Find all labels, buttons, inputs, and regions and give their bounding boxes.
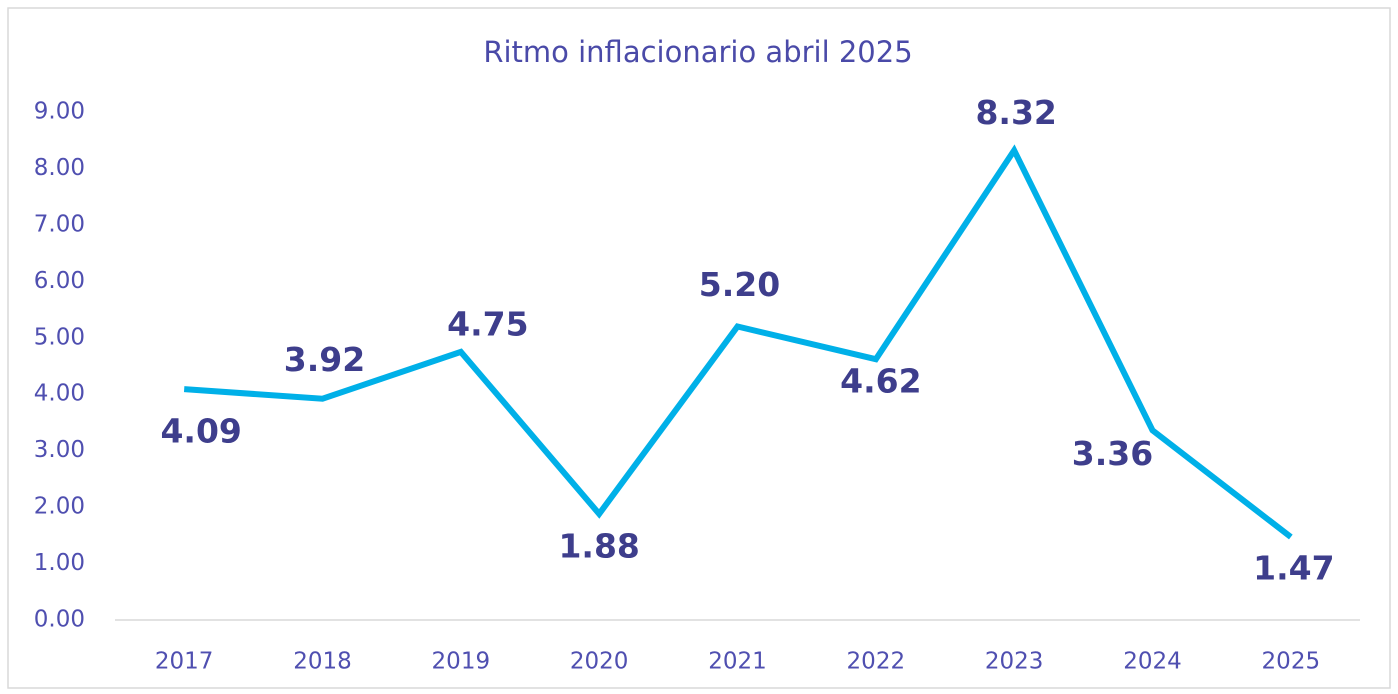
y-tick-label: 5.00 (34, 324, 85, 350)
line-series (183, 144, 1293, 540)
x-tick-label: 2017 (155, 649, 214, 675)
y-tick-label: 1.00 (34, 550, 85, 576)
y-tick-label: 3.00 (34, 437, 85, 463)
data-label: 1.88 (558, 526, 639, 565)
x-tick-label: 2020 (570, 649, 629, 675)
data-label: 8.32 (975, 93, 1056, 132)
data-label: 1.47 (1253, 549, 1334, 588)
y-tick-label: 7.00 (34, 211, 85, 237)
x-tick-label: 2018 (293, 649, 352, 675)
data-label: 5.20 (699, 265, 780, 304)
data-label: 3.92 (284, 340, 365, 379)
chart-title: Ritmo inflacionario abril 2025 (483, 35, 912, 69)
y-tick-label: 8.00 (34, 155, 85, 181)
y-tick-label: 9.00 (34, 99, 85, 125)
y-tick-label: 6.00 (34, 268, 85, 294)
x-tick-label: 2023 (985, 649, 1044, 675)
x-tick-label: 2021 (708, 649, 767, 675)
y-tick-label: 4.00 (34, 381, 85, 407)
x-tick-label: 2022 (847, 649, 906, 675)
x-tick-label: 2025 (1262, 649, 1321, 675)
x-tick-label: 2019 (432, 649, 491, 675)
data-label: 4.62 (840, 362, 921, 401)
x-tick-label: 2024 (1123, 649, 1182, 675)
data-label: 4.09 (160, 412, 241, 451)
y-tick-label: 2.00 (34, 494, 85, 520)
data-label: 4.75 (447, 304, 528, 343)
y-tick-label: 0.00 (34, 607, 85, 633)
chart-border (7, 7, 1391, 689)
data-label: 3.36 (1072, 434, 1153, 473)
